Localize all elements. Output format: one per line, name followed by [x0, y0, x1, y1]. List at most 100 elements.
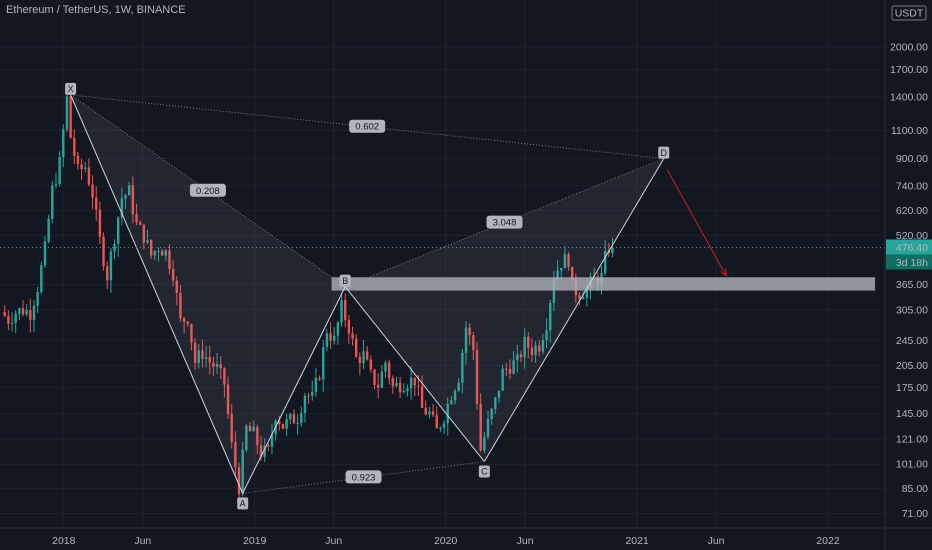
candle-body [40, 265, 43, 292]
candle-body [442, 423, 446, 428]
y-tick-label: 305.00 [896, 304, 928, 316]
candle-body [347, 319, 351, 334]
y-tick-label: 1400.00 [890, 91, 928, 103]
candle-body [380, 371, 384, 388]
candle-body [179, 292, 182, 319]
chart-title: Ethereum / TetherUS, 1W, BINANCE [6, 4, 186, 16]
ratio-label: 0.208 [196, 186, 220, 197]
candle-body [435, 415, 438, 429]
candle-body [182, 318, 186, 322]
y-tick-label: 900.00 [896, 153, 928, 165]
candle-body [175, 280, 178, 293]
candle-body [223, 368, 226, 385]
candle-body [325, 333, 329, 348]
ratio-badge [189, 183, 226, 197]
candle-body [490, 408, 493, 420]
candle-body [314, 377, 318, 392]
candle-body [84, 167, 87, 170]
candle-body [585, 287, 589, 298]
candle-body [29, 309, 32, 320]
candle-body [578, 295, 581, 300]
candle-body [62, 129, 65, 158]
candle-body [241, 449, 244, 495]
point-badge-x[interactable] [65, 82, 77, 95]
candle-body [142, 224, 146, 243]
candle-body [267, 445, 270, 447]
ratio-line-xb [70, 94, 346, 288]
candle-body [472, 335, 475, 350]
candle-body [234, 441, 237, 468]
pattern-leg-cd[interactable] [483, 158, 665, 462]
ratio-line-xd [70, 94, 664, 160]
candle-body [391, 377, 395, 387]
candle-body [497, 390, 501, 398]
point-label-c: C [481, 467, 488, 477]
candle-body [428, 411, 431, 415]
candle-body [523, 336, 526, 358]
candle-body [164, 250, 168, 256]
candle-body [36, 291, 39, 306]
candle-body [486, 419, 490, 437]
candle-body [351, 333, 354, 339]
candle-body [278, 420, 281, 424]
candle-body [387, 362, 391, 378]
pattern-leg-bc[interactable] [344, 286, 485, 462]
candle-body [285, 419, 288, 429]
candle-body [14, 313, 17, 323]
ratio-badge [345, 470, 382, 484]
currency-badge[interactable] [891, 5, 927, 21]
candle-body [461, 352, 464, 383]
candle-body [516, 354, 519, 361]
candle-body [193, 342, 197, 363]
candle-body [47, 218, 50, 242]
candle-body [318, 377, 321, 380]
x-tick-label: 2021 [625, 535, 649, 547]
candle-body [365, 351, 369, 360]
candle-body [10, 322, 14, 324]
candle-body [153, 251, 157, 256]
candle-body [212, 362, 215, 367]
candle-body [146, 239, 149, 243]
point-label-x: X [68, 84, 74, 94]
candle-body [109, 251, 113, 281]
candle-body [501, 368, 504, 391]
y-tick-label: 620.00 [896, 205, 928, 217]
candle-body [160, 251, 164, 256]
candle-body [384, 362, 387, 372]
candle-body [538, 345, 541, 352]
support-zone[interactable] [331, 277, 876, 291]
candle-body [51, 185, 54, 219]
point-badge-c[interactable] [478, 465, 490, 478]
candle-body [468, 327, 471, 336]
candle-body [549, 302, 552, 331]
candle-body [307, 395, 310, 397]
candle-body [333, 335, 336, 341]
candle-body [73, 137, 76, 156]
harmonic-pattern[interactable]: 0.602 0.208 3.048 0.923 X A B C D [0, 82, 885, 510]
candle-body [354, 338, 358, 357]
y-tick-label: 1700.00 [890, 64, 928, 76]
pattern-leg-xa[interactable] [70, 94, 244, 494]
candle-body [413, 377, 416, 386]
ratio-badge [349, 119, 386, 133]
point-badge-d[interactable] [658, 146, 670, 159]
candle-body [281, 423, 285, 429]
candle-body [43, 241, 47, 266]
projection-arrow[interactable] [666, 169, 727, 276]
pattern-triangle-xab [70, 94, 346, 494]
candle-body [479, 403, 482, 451]
candle-body [329, 333, 332, 341]
pattern-leg-ab[interactable] [242, 286, 346, 494]
candle-body [25, 309, 28, 315]
candle-body [102, 236, 105, 267]
point-badge-a[interactable] [237, 497, 249, 510]
candle-body [263, 445, 266, 457]
last-price-value: 476.40 [896, 242, 928, 254]
candle-body [95, 197, 98, 210]
candle-body [340, 300, 343, 323]
candle-body [149, 239, 153, 256]
point-badge-b[interactable] [339, 274, 351, 287]
y-tick-label: 2000.00 [890, 42, 928, 54]
